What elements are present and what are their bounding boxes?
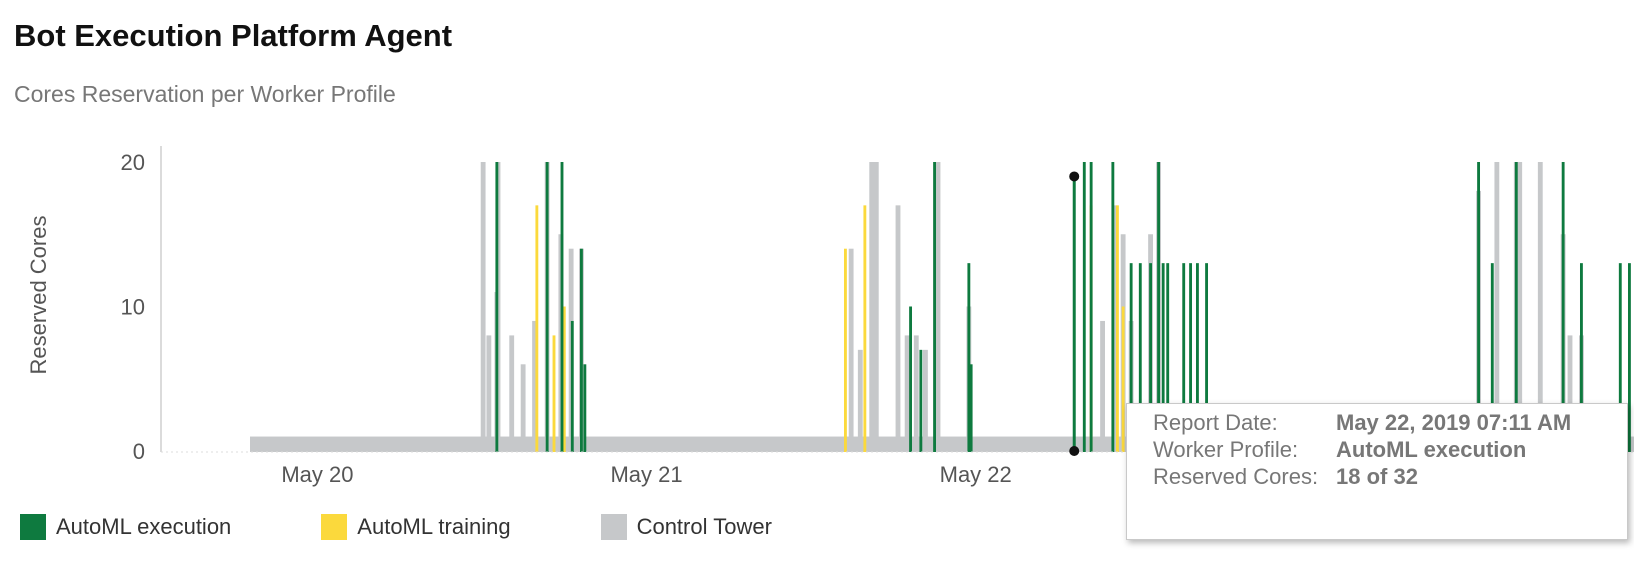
spike-control-tower	[895, 205, 901, 438]
spike-automl-execution	[545, 162, 549, 452]
spike-automl-training	[1121, 306, 1125, 452]
axis-layer: 0 10 20 Reserved Cores May 20 May 21 May 22	[26, 150, 1012, 487]
spike-automl-execution	[1138, 263, 1142, 452]
tooltip-label: Report Date:	[1153, 410, 1278, 435]
legend-item-control-tower[interactable]: Control Tower	[600, 514, 772, 540]
spike-control-tower	[923, 349, 928, 438]
spike-automl-execution	[1205, 263, 1209, 452]
spike-automl-execution	[969, 364, 973, 452]
series-automl-training	[535, 205, 1125, 452]
spike-automl-execution	[1082, 162, 1086, 452]
hover-marker-dot	[1069, 171, 1080, 182]
x-tick-label: May 21	[610, 462, 682, 487]
legend-label-automl-training: AutoML training	[357, 514, 511, 539]
spike-control-tower	[480, 162, 486, 438]
spike-automl-training	[535, 205, 539, 452]
spike-control-tower	[486, 335, 492, 438]
legend-swatch-automl-training	[321, 514, 348, 540]
spike-automl-execution	[1157, 162, 1161, 452]
spike-automl-training	[1115, 205, 1119, 452]
hover-marker-dot	[1069, 446, 1080, 456]
y-tick-label: 20	[121, 150, 145, 175]
spike-automl-execution	[1189, 263, 1193, 452]
spike-control-tower	[1100, 320, 1105, 438]
spike-control-tower	[1567, 335, 1573, 438]
spike-automl-execution	[909, 306, 913, 452]
chart-subtitle: Cores Reservation per Worker Profile	[14, 81, 396, 107]
spike-control-tower	[532, 320, 537, 438]
tooltip-row-report-date: Report Date: May 22, 2019 07:11 AM	[1153, 410, 1571, 436]
spike-automl-execution	[570, 320, 574, 452]
tooltip-value: May 22, 2019 07:11 AM	[1336, 410, 1572, 435]
spike-automl-execution	[583, 364, 587, 452]
page-title: Bot Execution Platform Agent	[14, 18, 453, 53]
spike-control-tower	[520, 364, 526, 438]
legend-swatch-control-tower	[600, 514, 627, 540]
spike-control-tower	[848, 248, 854, 438]
spike-control-tower	[857, 349, 863, 438]
legend-swatch-automl-execution	[20, 514, 46, 540]
spike-automl-training	[562, 306, 566, 452]
tooltip-row-reserved-cores: Reserved Cores: 18 of 32	[1153, 464, 1418, 490]
spike-automl-execution	[1111, 162, 1115, 452]
spike-automl-training	[863, 205, 867, 452]
chart-tooltip: Report Date: May 22, 2019 07:11 AM Worker…	[1126, 403, 1628, 540]
spike-automl-execution	[967, 263, 971, 452]
legend-label-automl-execution: AutoML execution	[56, 514, 232, 539]
legend-item-automl-execution[interactable]: AutoML execution	[20, 514, 231, 540]
spike-automl-execution	[1182, 263, 1186, 452]
spike-automl-execution	[1561, 162, 1565, 452]
y-axis-label: Reserved Cores	[26, 216, 51, 375]
tooltip-label: Worker Profile:	[1153, 437, 1299, 462]
spike-automl-execution	[1477, 162, 1481, 452]
spike-automl-execution	[1129, 263, 1133, 452]
spike-automl-execution	[1514, 162, 1518, 452]
x-tick-label: May 22	[940, 462, 1012, 487]
spike-automl-execution	[1627, 263, 1631, 452]
spike-automl-execution	[1195, 263, 1199, 452]
spike-automl-execution	[1089, 162, 1093, 452]
spike-automl-training	[843, 248, 847, 452]
series-automl-execution	[495, 162, 1631, 452]
series-layer	[250, 162, 1634, 452]
tooltip-value: 18 of 32	[1336, 464, 1418, 489]
legend-item-automl-training[interactable]: AutoML training	[321, 514, 511, 540]
y-tick-label: 10	[121, 295, 145, 320]
spike-automl-execution	[1166, 263, 1170, 452]
spike-automl-training	[552, 335, 556, 452]
legend-label-control-tower: Control Tower	[636, 514, 772, 539]
marker-layer	[1069, 171, 1080, 456]
spike-control-tower	[509, 335, 515, 438]
spike-automl-execution	[1490, 263, 1494, 452]
spike-control-tower	[913, 335, 919, 438]
x-tick-label: May 20	[281, 462, 353, 487]
spike-control-tower	[873, 162, 879, 438]
tooltip-value: AutoML execution	[1336, 437, 1527, 462]
spike-control-tower	[1537, 162, 1543, 438]
chart-legend: AutoML execution AutoML training Control…	[20, 514, 862, 540]
y-tick-label: 0	[133, 439, 145, 464]
spike-control-tower	[935, 162, 941, 438]
spike-control-tower	[869, 162, 875, 438]
spike-control-tower	[904, 335, 910, 438]
spike-automl-execution	[1618, 263, 1622, 452]
spike-automl-execution	[1579, 263, 1583, 452]
spike-automl-execution	[560, 162, 564, 452]
spike-automl-execution	[933, 162, 937, 452]
spike-automl-execution	[579, 248, 583, 452]
spike-automl-execution	[495, 162, 499, 452]
spike-control-tower	[1494, 162, 1500, 438]
spike-control-tower	[1517, 162, 1523, 438]
tooltip-row-worker-profile: Worker Profile: AutoML execution	[1153, 437, 1526, 463]
tooltip-label: Reserved Cores:	[1153, 464, 1319, 489]
spike-automl-execution	[1149, 263, 1153, 452]
spike-automl-execution	[1161, 263, 1165, 452]
spike-automl-execution	[919, 349, 923, 452]
